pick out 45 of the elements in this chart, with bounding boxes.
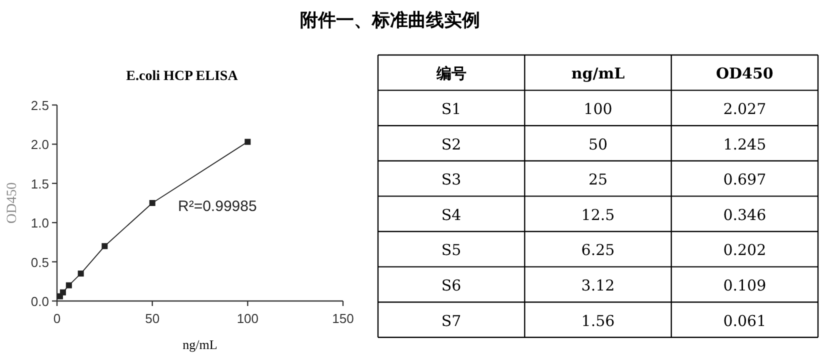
category-label: S4 [441, 206, 462, 224]
data-label: 0.109 [723, 276, 766, 294]
data-label: 2.027 [723, 100, 766, 118]
data-label: 12.5 [581, 206, 615, 224]
x-tick-label: 0 [53, 311, 61, 326]
data-label: 1.56 [581, 312, 615, 330]
y-tick-label: 1.0 [30, 216, 49, 231]
category-label: S6 [441, 276, 462, 294]
point [149, 200, 156, 206]
point [102, 243, 108, 250]
y-axis-title: OD450 [5, 182, 20, 224]
point [78, 270, 84, 277]
data-label: 50 [588, 135, 608, 154]
y-tick-label: 2.5 [30, 98, 49, 113]
data-label: 0.346 [723, 206, 766, 224]
point [244, 138, 251, 145]
data-label: 1.245 [723, 135, 766, 154]
text: OD450 [716, 64, 774, 83]
category-label: S5 [441, 241, 462, 260]
text: 编号 [435, 64, 466, 83]
x-tick-label: 50 [145, 311, 160, 326]
point [56, 293, 63, 300]
data-label: 25 [588, 170, 608, 189]
category-label: S2 [441, 135, 462, 154]
data-label: 3.12 [581, 276, 615, 294]
x-tick-label: 100 [236, 311, 259, 326]
category-label: S1 [441, 100, 462, 118]
data-label: 0.061 [723, 312, 766, 330]
data-label: 6.25 [581, 241, 615, 260]
point [66, 282, 72, 288]
chart-subtitle: E.coli HCP ELISA [126, 69, 239, 84]
category-label: S3 [441, 170, 462, 189]
y-tick-label: 0.0 [30, 294, 49, 309]
data-label: 0.697 [723, 170, 766, 189]
data-label: 0.202 [723, 241, 766, 260]
annotation: R²=0.99985 [178, 198, 257, 215]
y-tick-label: 1.5 [30, 176, 49, 192]
text: 附件一、标准曲线实例 [300, 10, 480, 31]
data-label: 100 [584, 100, 612, 118]
category-label: S7 [441, 312, 462, 330]
x-axis-title: ng/mL [182, 337, 218, 352]
text: ng/mL [571, 64, 626, 83]
y-tick-label: 0.5 [30, 254, 49, 270]
x-tick-label: 150 [332, 311, 354, 326]
y-tick-label: 2.0 [30, 137, 49, 152]
